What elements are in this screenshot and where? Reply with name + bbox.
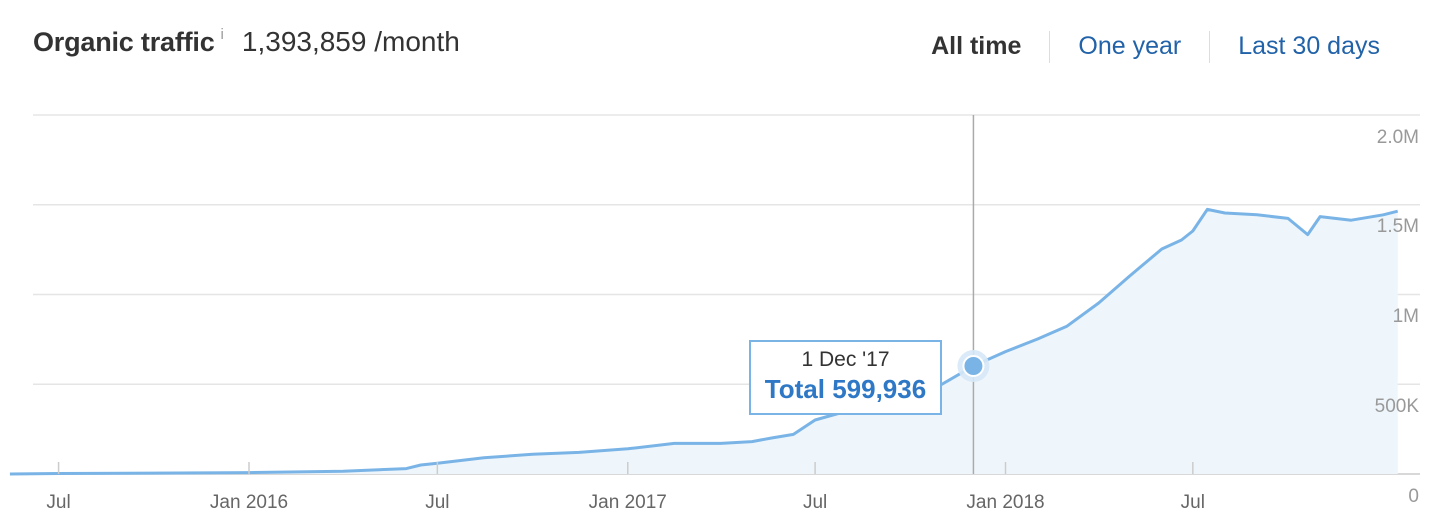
y-tick-label: 500K [1375, 396, 1420, 417]
x-tick-label: Jul [46, 492, 70, 513]
data-area [9, 207, 1399, 476]
y-tick-label: 0 [1408, 486, 1419, 507]
x-tick-label: Jan 2017 [589, 492, 667, 513]
time-range-selector: All time One year Last 30 days [931, 30, 1380, 63]
range-one-year[interactable]: One year [1078, 32, 1182, 60]
highlight-marker [957, 350, 990, 383]
x-tick-label: Jan 2016 [210, 492, 288, 513]
info-icon[interactable]: i [220, 26, 224, 43]
x-tick-label: Jul [1181, 492, 1205, 513]
chart-tooltip: 1 Dec '17 Total 599,936 [749, 340, 942, 415]
range-divider [1209, 30, 1211, 63]
y-tick-label: 1.5M [1377, 216, 1419, 237]
chart-title: Organic traffic [33, 27, 215, 57]
highlight-point [962, 355, 985, 378]
y-tick-label: 1M [1393, 306, 1419, 327]
y-axis: 2.0M 1.5M 1M 500K 0 [1375, 127, 1420, 507]
y-tick-label: 2.0M [1377, 127, 1419, 148]
x-tick-label: Jul [425, 492, 449, 513]
tooltip-date: 1 Dec '17 [801, 348, 890, 371]
area-fill [9, 209, 1398, 474]
chart-header: Organic traffic i 1,393,859 /month [33, 26, 460, 66]
x-tick-label: Jan 2018 [966, 492, 1044, 513]
tooltip-total: Total 599,936 [764, 374, 927, 404]
range-all-time[interactable]: All time [931, 32, 1022, 60]
range-last-30-days[interactable]: Last 30 days [1238, 32, 1380, 60]
x-axis: Jul Jan 2016 Jul Jan 2017 Jul Jan 2018 Jul [46, 462, 1205, 513]
range-divider [1049, 30, 1051, 63]
metric-value: 1,393,859 /month [241, 26, 460, 57]
x-tick-label: Jul [803, 492, 827, 513]
